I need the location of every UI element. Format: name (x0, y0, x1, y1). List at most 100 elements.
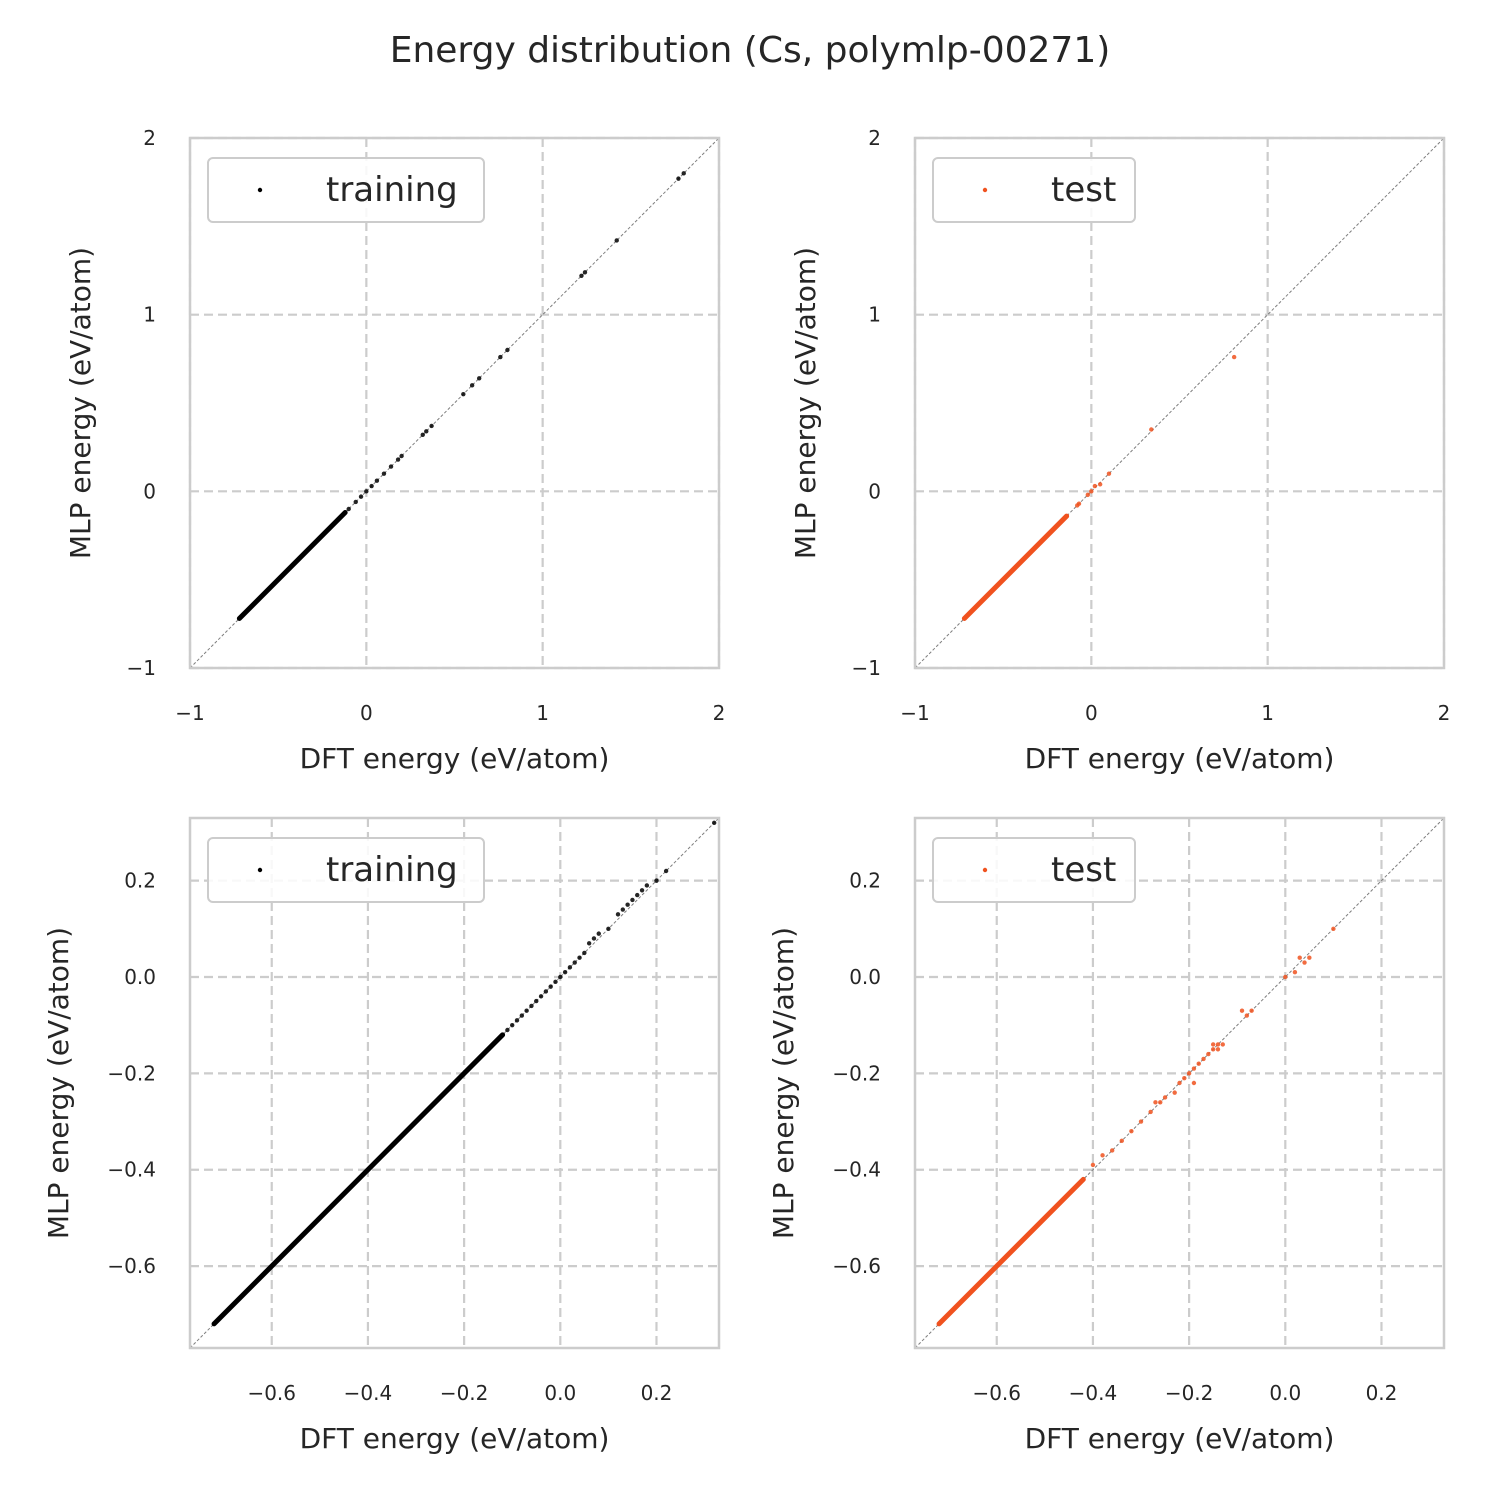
legend-box (207, 837, 485, 903)
y-tick-label: −0.4 (107, 1158, 156, 1182)
data-point-test (1090, 1162, 1096, 1168)
data-point-training (663, 868, 669, 874)
data-point-test (1186, 1071, 1192, 1076)
data-point-training (562, 969, 568, 975)
panel-top-right: −1 0 1 2 −1 0 1 2 DFT energy (eV/atom) MLP energy… (789, 126, 1450, 775)
data-point-training (625, 902, 630, 907)
data-point-test (1149, 427, 1154, 432)
data-point-training (606, 926, 611, 932)
data-points (961, 354, 1237, 622)
data-point-training (498, 354, 503, 360)
y-tick-label: −0.2 (832, 1061, 881, 1085)
data-point-test (1244, 1013, 1250, 1018)
data-point-test (1177, 1080, 1182, 1086)
data-point-training (630, 897, 635, 903)
data-point-training (635, 892, 640, 898)
x-tick-label: −1 (175, 701, 204, 725)
legend-label: test (1051, 170, 1116, 210)
data-point-training (567, 965, 573, 970)
data-points (211, 820, 717, 1327)
data-point-training (577, 955, 582, 960)
data-point-training (553, 979, 558, 985)
data-point-test (1089, 489, 1094, 494)
x-tick-label: 0.0 (544, 1381, 576, 1405)
y-tick-label: −0.6 (832, 1254, 881, 1278)
legend: test (932, 837, 1136, 903)
data-point-training (364, 489, 369, 494)
data-point-training (510, 1022, 515, 1028)
data-point-test (1220, 1042, 1225, 1047)
data-point-test (1307, 955, 1312, 960)
y-tick-label: 2 (143, 126, 156, 150)
data-point-test (1239, 1008, 1245, 1013)
legend-box (932, 837, 1136, 903)
y-tick-label: −0.4 (832, 1158, 881, 1182)
legend-marker (257, 867, 263, 873)
legend-label: training (326, 850, 458, 890)
data-point-training (681, 171, 686, 176)
data-point-test (1106, 471, 1112, 476)
y-tick-label: −1 (127, 656, 156, 680)
x-axis-label: DFT energy (eV/atom) (1025, 742, 1335, 775)
data-point-training (615, 912, 621, 917)
data-point-test (1097, 482, 1103, 487)
x-axis-label: DFT energy (eV/atom) (1025, 1422, 1335, 1455)
data-point-training (424, 429, 429, 434)
x-tick-label: 0.2 (641, 1381, 673, 1405)
y-axis-label: MLP energy (eV/atom) (789, 247, 822, 559)
y-axis-label: MLP energy (eV/atom) (42, 927, 75, 1239)
data-point-training (381, 471, 387, 476)
data-point-training (644, 883, 650, 888)
panel-top-left: −1 0 1 2 −1 0 1 2 DFT energy (eV/atom) MLP energy… (64, 126, 725, 775)
data-point-training (461, 391, 466, 397)
data-point-test (1215, 1047, 1221, 1052)
data-point-training (711, 820, 717, 826)
data-point-training (505, 347, 510, 353)
data-point-training (469, 383, 475, 388)
data-point-test (1206, 1051, 1211, 1057)
data-point-training (346, 506, 351, 512)
y-tick-label: 0 (868, 479, 881, 503)
data-point-training (558, 974, 563, 980)
y-tick-label: 0 (143, 479, 156, 503)
x-tick-label: 1 (536, 701, 549, 725)
x-tick-label: 2 (713, 701, 726, 725)
data-point-training (596, 931, 601, 936)
data-point-training (399, 453, 404, 459)
legend-box (932, 157, 1136, 223)
data-point-training (654, 878, 659, 883)
data-point-test (1191, 1066, 1197, 1071)
data-point-test (1302, 960, 1307, 965)
data-point-training (495, 1037, 500, 1042)
x-tick-label: 2 (1438, 701, 1451, 725)
data-point-test (1076, 501, 1082, 506)
data-point-test (1100, 1153, 1105, 1158)
data-point-test (1249, 1008, 1254, 1013)
data-point-training (579, 273, 584, 278)
x-tick-label: 0.2 (1366, 1381, 1398, 1405)
legend-marker (982, 867, 988, 873)
data-point-training (524, 1008, 529, 1013)
data-point-training (534, 998, 539, 1004)
data-point-training (374, 478, 380, 483)
data-point-training (614, 238, 619, 243)
dense-points-band-test (936, 1176, 1086, 1327)
data-point-test (1119, 1138, 1124, 1144)
data-point-training (529, 1003, 534, 1009)
data-point-test (1283, 974, 1288, 980)
axes-frame (188, 136, 721, 670)
data-point-training (586, 941, 592, 946)
data-point-training (639, 888, 645, 893)
axes-frame (913, 136, 1446, 670)
x-tick-label: −0.2 (1165, 1381, 1214, 1405)
legend-label: test (1051, 850, 1116, 890)
x-tick-label: −1 (900, 701, 929, 725)
legend-box (207, 157, 485, 223)
data-point-test (1210, 1047, 1216, 1052)
data-point-test (1109, 1148, 1115, 1153)
data-point-test (1138, 1119, 1144, 1124)
data-point-training (353, 499, 358, 505)
data-point-training (620, 907, 626, 912)
